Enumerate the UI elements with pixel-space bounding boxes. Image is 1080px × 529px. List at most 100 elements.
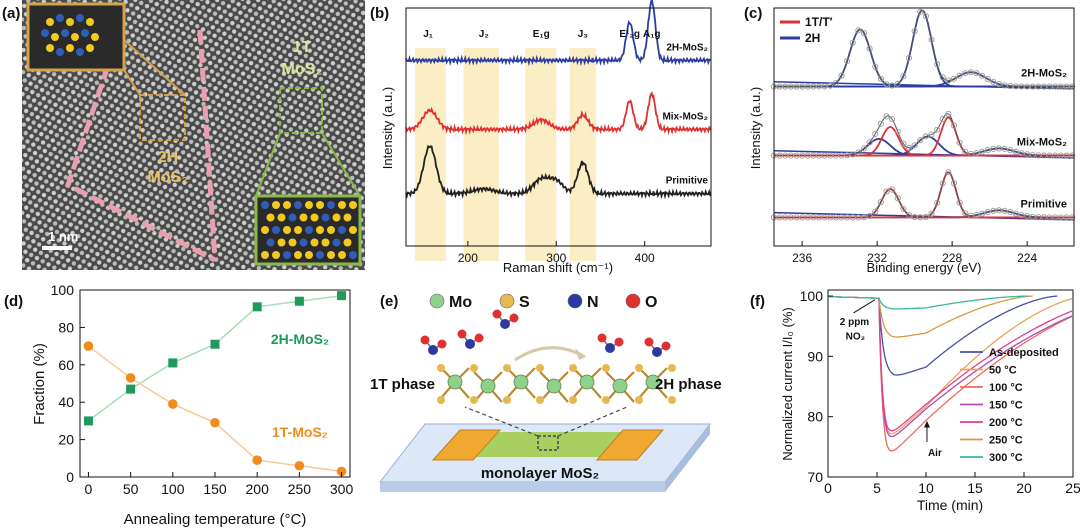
s-atom xyxy=(437,364,445,372)
annotation: Air xyxy=(928,448,942,459)
data-point xyxy=(883,81,890,88)
x-tick-label: 25 xyxy=(1065,480,1080,496)
s-atom xyxy=(536,396,544,404)
atom xyxy=(332,213,341,222)
legend-label: S xyxy=(519,294,530,311)
atom xyxy=(294,226,302,234)
atom xyxy=(310,213,319,222)
data-point xyxy=(917,137,924,144)
data-point xyxy=(872,208,879,215)
data-point xyxy=(1024,213,1031,220)
data-point xyxy=(1018,212,1025,219)
zoom-line xyxy=(557,406,628,437)
inset-connector xyxy=(255,132,281,197)
data-point xyxy=(866,212,873,220)
substrate-edge xyxy=(380,482,665,492)
atom xyxy=(343,238,352,247)
data-point xyxy=(844,58,851,65)
data-point xyxy=(1018,150,1025,157)
data-point xyxy=(950,122,958,129)
data-point xyxy=(83,416,93,426)
substrate-label: monolayer MoS₂ xyxy=(481,465,599,482)
data-point xyxy=(855,27,862,34)
data-point xyxy=(1007,147,1014,154)
shaded-band xyxy=(463,48,499,261)
plot-frame xyxy=(827,289,1074,478)
data-point xyxy=(995,81,1003,88)
o-atom xyxy=(644,337,654,347)
data-point xyxy=(900,205,907,212)
s-atom xyxy=(635,396,643,404)
legend-label: 250 °C xyxy=(989,435,1023,447)
data-point xyxy=(911,28,918,35)
data-point xyxy=(1069,214,1076,221)
atom xyxy=(266,238,275,247)
peak-label: J₃ xyxy=(578,29,589,40)
data-point xyxy=(945,77,952,84)
data-point xyxy=(939,74,946,81)
series-label-2h: 2H-MoS₂ xyxy=(271,331,329,347)
atom xyxy=(338,251,346,259)
n-atom xyxy=(500,319,510,329)
atom xyxy=(299,238,308,247)
atom xyxy=(349,251,357,259)
x-tick-label: 224 xyxy=(1017,251,1037,265)
data-point xyxy=(168,399,178,409)
data-point xyxy=(1012,148,1019,155)
o-atom xyxy=(614,337,624,347)
atom xyxy=(305,226,313,234)
data-point xyxy=(872,63,879,70)
data-point xyxy=(911,142,918,149)
scalebar-label: 1 nm xyxy=(48,229,78,244)
x-tick-label: 300 xyxy=(330,481,354,497)
data-point xyxy=(905,144,913,151)
series-name: Mix-MoS₂ xyxy=(662,111,708,122)
annotation: 2 ppm xyxy=(840,317,870,328)
atom xyxy=(327,251,335,259)
data-point xyxy=(945,110,952,117)
data-point xyxy=(849,39,856,46)
s-atom xyxy=(503,364,511,372)
data-point xyxy=(967,212,974,219)
peak-label: J₂ xyxy=(479,29,489,40)
data-point xyxy=(337,291,347,301)
y-axis-label: Normalized current I/I₀ (%) xyxy=(780,307,795,461)
data-point xyxy=(990,78,997,85)
data-point xyxy=(866,139,873,146)
s-atom xyxy=(536,364,544,372)
s-atom xyxy=(503,396,511,404)
atom xyxy=(349,201,357,209)
data-point xyxy=(294,460,305,471)
mo-atom xyxy=(645,374,661,390)
data-point xyxy=(934,199,941,206)
s-atom xyxy=(602,364,610,372)
data-point xyxy=(210,417,220,428)
inset-connector xyxy=(321,132,361,197)
data-point xyxy=(962,70,969,77)
data-point xyxy=(877,75,884,82)
shaded-band xyxy=(525,48,557,261)
data-point xyxy=(1001,145,1008,152)
data-point xyxy=(984,147,991,154)
series-name: Primitive xyxy=(666,176,709,187)
x-tick-label: 200 xyxy=(246,481,270,497)
atom xyxy=(327,201,335,209)
trace-name: 2H-MoS₂ xyxy=(1021,68,1067,80)
s-atom xyxy=(569,396,577,404)
mos2-lattice xyxy=(437,364,676,404)
x-tick-label: 100 xyxy=(161,481,185,497)
panel-label-e: (e) xyxy=(380,293,398,310)
legend-label: 300 °C xyxy=(989,452,1023,464)
data-point xyxy=(967,69,974,76)
data-point xyxy=(984,209,991,216)
data-point xyxy=(872,130,879,137)
atom xyxy=(261,226,269,234)
data-point xyxy=(336,466,347,477)
n-atom xyxy=(605,343,615,353)
peak-label: J₁ xyxy=(423,29,433,40)
data-point xyxy=(838,72,845,79)
data-point xyxy=(832,79,839,87)
trace-name: Mix-MoS₂ xyxy=(1017,137,1067,149)
data-point xyxy=(821,83,828,90)
y-tick-label: 100 xyxy=(51,282,75,298)
